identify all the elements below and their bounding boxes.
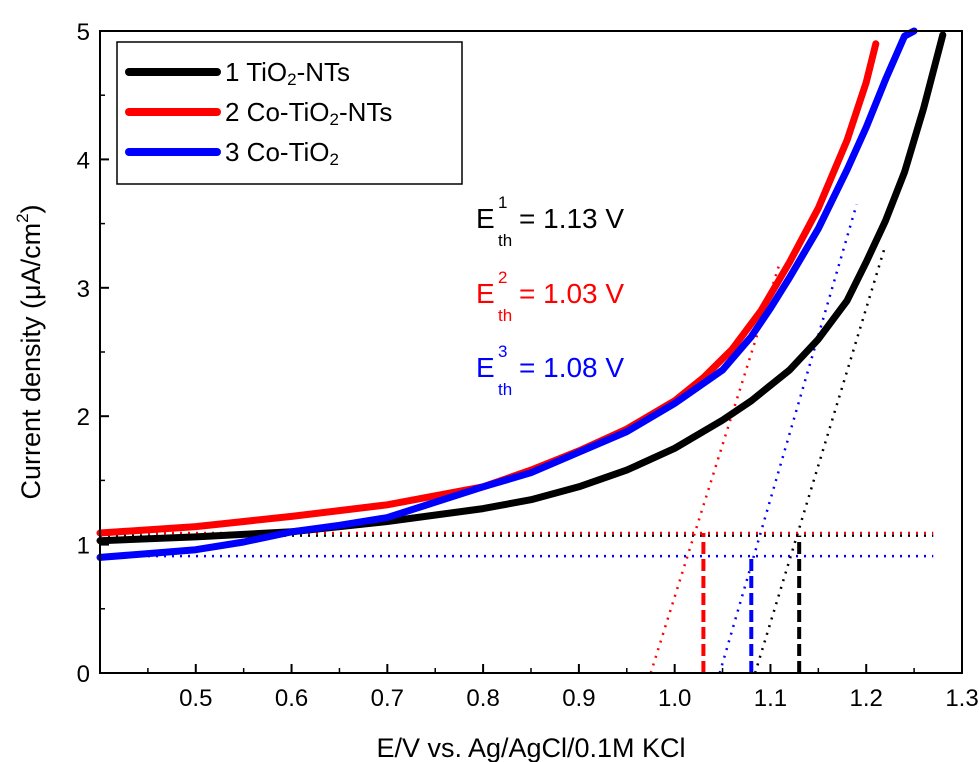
x-tick-label: 1.2 (850, 685, 883, 712)
annotation-symbol: E (476, 352, 495, 383)
annotation-superscript: 1 (498, 193, 507, 212)
x-axis-title: E/V vs. Ag/AgCl/0.1M KCl (376, 733, 685, 762)
x-tick-label: 1.1 (754, 685, 787, 712)
legend: 1 TiO2-NTs 2 Co-TiO2-NTs 3 Co-TiO2 (116, 41, 463, 185)
threshold-annotation: E1 th = 1.13 V (476, 193, 624, 250)
y-tick-label: 5 (77, 19, 90, 46)
annotation-superscript: 2 (498, 268, 507, 287)
annotation-subscript: th (498, 306, 512, 325)
annotation-value: = 1.13 V (519, 203, 624, 234)
annotation-superscript: 3 (498, 342, 507, 361)
legend-label: 2 Co-TiO2-NTs (225, 97, 392, 129)
series-lines (96, 27, 947, 561)
y-tick-label: 1 (77, 533, 90, 560)
legend-label: 1 TiO2-NTs (225, 57, 350, 89)
annotation-symbol: E (476, 203, 495, 234)
y-tick-label: 4 (77, 147, 90, 174)
x-tick-label: 0.6 (275, 685, 308, 712)
annotation-symbol: E (476, 278, 495, 309)
annotation-value: = 1.03 V (519, 278, 624, 309)
y-axis-title: Current density (μA/cm2) (13, 204, 46, 499)
y-tick-label: 0 (77, 661, 90, 688)
y-axis-title-sup: 2 (13, 213, 32, 222)
legend-label: 3 Co-TiO2 (225, 137, 339, 169)
annotation-subscript: th (498, 380, 512, 399)
x-tick-label: 1.3 (945, 685, 978, 712)
threshold-annotation: E2 th = 1.03 V (476, 268, 624, 325)
x-tick-label: 0.5 (179, 685, 212, 712)
x-tick-label: 0.7 (371, 685, 404, 712)
threshold-lines (100, 203, 934, 674)
x-tick-label: 1.0 (658, 685, 691, 712)
annotation-value: = 1.08 V (519, 352, 624, 383)
y-axis-title-end: ) (16, 204, 46, 213)
x-tick-label: 0.8 (466, 685, 499, 712)
tangent-line (718, 203, 858, 674)
threshold-annotation: E3 th = 1.08 V (476, 342, 624, 399)
series-line (96, 31, 947, 545)
annotation-subscript: th (498, 231, 512, 250)
y-tick-label: 3 (77, 276, 90, 303)
x-tick-label: 0.9 (562, 685, 595, 712)
axis-ticks: 0.5 0.6 0.7 0.8 0.9 1.0 1.1 1.2 1.3 0 1 2 3 4 5 (77, 19, 979, 712)
series-line (96, 27, 918, 561)
y-axis-title-main: Current density (μA/cm (16, 223, 46, 500)
y-tick-label: 2 (77, 404, 90, 431)
